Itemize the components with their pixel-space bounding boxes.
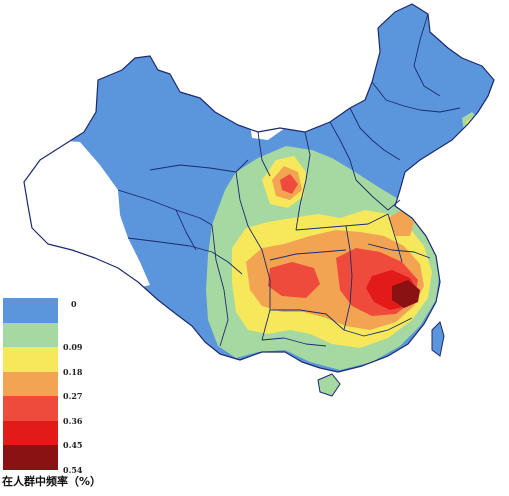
legend-label: 0.09 [63, 342, 83, 352]
island-taiwan [431, 321, 445, 357]
legend-swatch [3, 420, 58, 445]
legend-item: 0.36 [3, 396, 143, 426]
legend-label: 0 [71, 299, 77, 309]
zone-0.54 [392, 280, 420, 308]
legend-swatch [3, 445, 58, 470]
legend-item: 0.27 [3, 371, 143, 401]
legend: 0 0.09 0.18 0.27 0.36 0.45 0.54 [3, 298, 143, 475]
legend-label: 0.18 [63, 366, 83, 377]
legend-swatch [3, 322, 58, 347]
province-borders [23, 3, 495, 373]
legend-item: 0.09 [3, 322, 143, 352]
legend-swatch [3, 396, 58, 421]
legend-swatch [3, 371, 58, 396]
legend-item: 0.18 [3, 347, 143, 377]
zone-0.27-east [388, 210, 414, 236]
legend-title: 在人群中频率（%） [2, 475, 102, 488]
island-hainan [317, 373, 341, 397]
legend-item: 0 [3, 298, 143, 323]
legend-label: 0.27 [63, 391, 83, 401]
zone-0.36-west [268, 262, 320, 298]
legend-swatch [3, 298, 58, 323]
legend-swatch [3, 347, 58, 372]
legend-label: 0.36 [63, 415, 83, 426]
zone-0.36-north [280, 174, 298, 194]
legend-item: 0.45 [3, 420, 143, 450]
legend-label: 0.54 [63, 464, 83, 475]
legend-item: 0.54 [3, 445, 143, 475]
legend-label: 0.45 [63, 440, 83, 450]
